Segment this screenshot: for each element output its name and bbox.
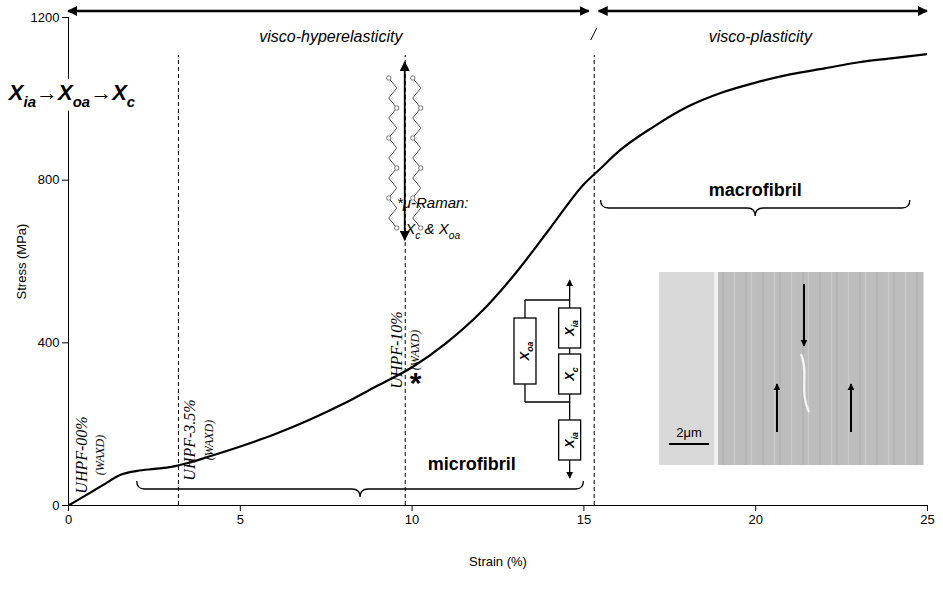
svg-text:Xc: Xc (562, 367, 580, 382)
svg-text:0: 0 (65, 512, 72, 527)
svg-text:microfibril: microfibril (428, 454, 516, 474)
svg-text:400: 400 (38, 335, 60, 350)
svg-text:20: 20 (748, 512, 762, 527)
svg-text:(WAXD): (WAXD) (93, 435, 107, 475)
svg-text:(WAXD): (WAXD) (202, 420, 216, 460)
svg-text:1200: 1200 (31, 10, 60, 25)
svg-text:Strain (%): Strain (%) (469, 554, 527, 569)
svg-text:25: 25 (920, 512, 934, 527)
svg-text:800: 800 (38, 172, 60, 187)
svg-text:2μm: 2μm (676, 425, 702, 440)
svg-text:5: 5 (237, 512, 244, 527)
svg-text:Xoa: Xoa (517, 341, 535, 361)
svg-text:UHPF-00%: UHPF-00% (73, 416, 90, 493)
svg-text:macrofibril: macrofibril (709, 180, 802, 200)
svg-text:(WAXD): (WAXD) (408, 330, 422, 370)
svg-text:*μ-Raman:: *μ-Raman: (397, 194, 469, 211)
svg-text:10: 10 (405, 512, 419, 527)
svg-text:Xia: Xia (562, 320, 580, 337)
svg-text:UHPF-10%: UHPF-10% (388, 311, 405, 388)
svg-text:Stress (MPa): Stress (MPa) (14, 224, 29, 300)
svg-text:Xia: Xia (562, 432, 580, 449)
svg-text:UHPF-3.5%: UHPF-3.5% (181, 399, 198, 480)
svg-text:0: 0 (52, 498, 59, 513)
svg-text:visco-plasticity: visco-plasticity (709, 28, 813, 45)
svg-text:Xc & Xoa: Xc & Xoa (404, 220, 460, 241)
svg-text:visco-hyperelasticity: visco-hyperelasticity (259, 28, 403, 45)
svg-text:15: 15 (577, 512, 591, 527)
svg-text:Xia→Xoa→Xc: Xia→Xoa→Xc (7, 80, 136, 110)
